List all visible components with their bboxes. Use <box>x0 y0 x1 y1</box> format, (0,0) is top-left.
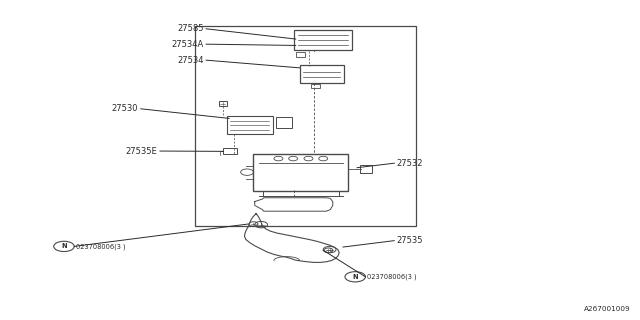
Text: N: N <box>61 244 67 249</box>
Text: 023708006(3 ): 023708006(3 ) <box>367 274 417 280</box>
Bar <box>360 165 372 173</box>
Bar <box>312 84 320 88</box>
Text: 27534: 27534 <box>177 56 204 65</box>
Bar <box>300 65 344 83</box>
Text: 27530: 27530 <box>112 104 138 113</box>
Text: 27534A: 27534A <box>172 40 204 49</box>
Text: A267001009: A267001009 <box>584 306 630 312</box>
Bar <box>223 148 237 154</box>
Text: N: N <box>353 274 358 280</box>
Bar <box>294 30 352 50</box>
Bar <box>195 26 416 226</box>
Text: 27535E: 27535E <box>125 147 157 156</box>
Bar <box>276 116 292 128</box>
Bar <box>296 52 305 57</box>
Bar <box>227 116 273 134</box>
Text: 27532: 27532 <box>397 159 423 168</box>
Bar <box>218 101 227 106</box>
Text: 27585: 27585 <box>177 24 204 33</box>
Text: 27535: 27535 <box>397 236 423 245</box>
Bar <box>253 154 348 190</box>
Text: 023708006(3 ): 023708006(3 ) <box>76 243 125 250</box>
